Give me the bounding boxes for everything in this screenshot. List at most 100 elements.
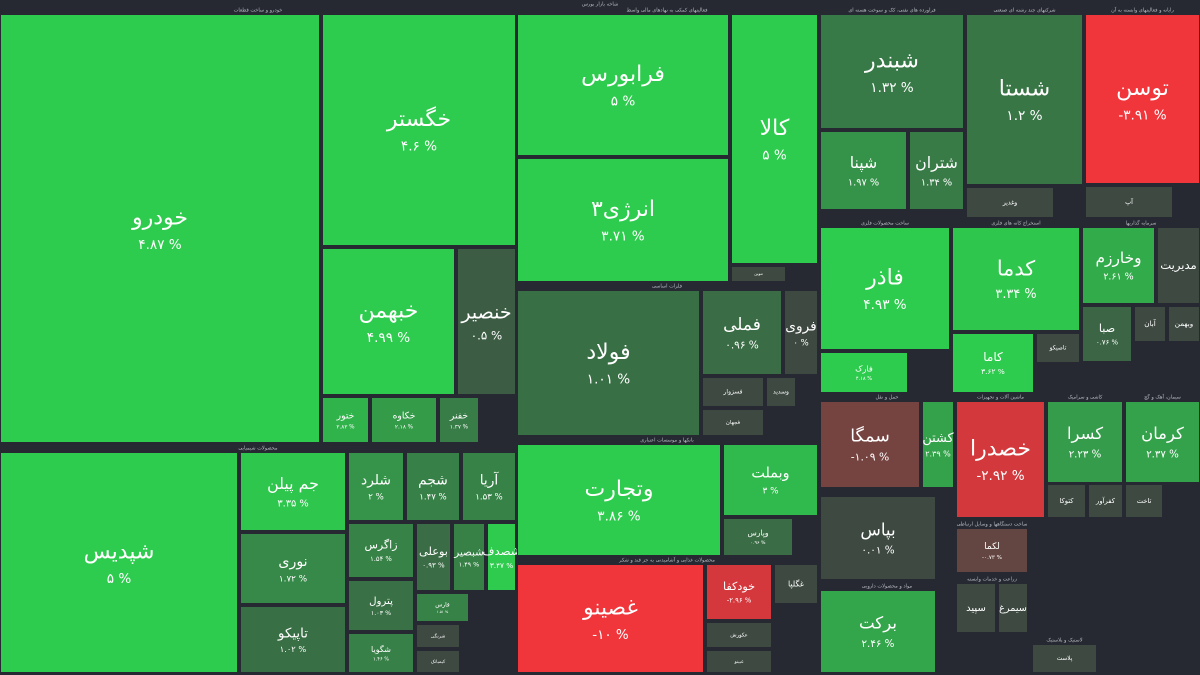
tile-change: ۱.۰۱ % — [587, 372, 631, 388]
tile-name: بپاس — [860, 519, 895, 540]
tile — [966, 187, 1054, 218]
tile-change: ۲.۳۹ % — [925, 450, 951, 459]
sector-title: ماشین آلات و تجهیزات — [977, 394, 1024, 401]
tile-change: -۲.۹۶ % — [727, 596, 752, 604]
tile-name: شپدیس — [84, 540, 155, 565]
tile-name: سمگا — [850, 426, 890, 447]
sector-title: لاستیک و پلاستیک — [1046, 638, 1082, 644]
tile-name: فارک — [855, 363, 873, 373]
tile-name: شرنگی — [431, 633, 446, 640]
tile — [517, 158, 729, 282]
tile-name: آبان — [1144, 318, 1156, 328]
tile-name: غبینو — [734, 660, 745, 665]
tile — [416, 624, 460, 648]
tile-name: خکاوه — [393, 410, 416, 421]
tile-name: فارس — [435, 602, 450, 608]
tile-change: ۱.۴۷ % — [419, 492, 446, 502]
sector-title: فعالیتهای کمکی به نهادهای مالی واسط — [627, 8, 709, 14]
tile — [731, 266, 786, 282]
tile — [1125, 401, 1200, 483]
tile — [1157, 227, 1200, 304]
tile — [784, 290, 818, 375]
tile-change: ۲.۴۶ % — [862, 638, 895, 650]
tile — [998, 583, 1028, 633]
tile-name: وبهمن — [1175, 319, 1193, 328]
tile-name: غگلپا — [788, 579, 804, 589]
tile-change: ۳.۳۴ % — [995, 287, 1036, 302]
tile-change: ۳.۳۵ % — [277, 498, 308, 509]
tile-change: ۵ % — [762, 148, 787, 164]
tile-change: -۲.۹۲ % — [976, 468, 1024, 484]
tile-change: ۰.۹۶ % — [725, 339, 759, 351]
tile-name: شصدف — [482, 544, 520, 558]
tile — [1047, 484, 1086, 518]
tile — [453, 523, 485, 591]
tile — [517, 14, 729, 156]
chart-title: شاخه بازار بورس — [582, 2, 618, 8]
tile-name: زاگرس — [364, 539, 397, 552]
tile — [1036, 333, 1080, 363]
tile — [1125, 484, 1163, 518]
sector-title: بانکها و موسسات اعتباری — [640, 438, 693, 444]
tile — [1134, 306, 1166, 342]
tile — [1088, 484, 1123, 518]
tile — [487, 523, 516, 591]
tile-name: فاذر — [865, 266, 904, 291]
sector-title: رایانه و فعالیتهای وابسته به آن — [1111, 7, 1174, 14]
tile-change: ۳.۶۲ % — [981, 367, 1005, 376]
tile-name: کتوکا — [1059, 497, 1074, 505]
tile-name: خبهمن — [359, 299, 419, 324]
tile-change: ۵ % — [611, 94, 636, 110]
tile-name: ختور — [336, 410, 355, 421]
tile — [457, 248, 516, 395]
tile-name: وخارزم — [1095, 249, 1141, 267]
tile-change: ۴.۶ % — [401, 139, 437, 155]
tile-name: کفرآور — [1095, 496, 1116, 505]
tile-name: تاصیکو — [1049, 345, 1067, 352]
sector-title: استخراج کانه های فلزی — [991, 221, 1040, 227]
tile-name: برکت — [859, 614, 897, 634]
tile-change: ۱.۵۴ % — [370, 555, 392, 563]
tile-name: شستا — [999, 77, 1050, 102]
tile — [439, 397, 479, 443]
tile-name: انرژی۳ — [591, 197, 655, 222]
sector-title: محصولات غذایی و آشامیدنی به جز قند و شکر — [618, 557, 715, 564]
tile-change: ۱.۳۲ % — [870, 80, 914, 96]
tile — [240, 606, 346, 673]
tile-name: شبصیر — [453, 546, 483, 558]
tile — [909, 131, 964, 210]
tile-change: ۲.۲۳ % — [1069, 449, 1102, 460]
tile — [322, 248, 455, 395]
tile-name: وسدید — [773, 389, 789, 396]
tile-name: شتران — [915, 153, 958, 173]
tile — [0, 452, 238, 673]
tile-change: ۱.۹۷ % — [848, 177, 879, 188]
tile — [416, 593, 469, 622]
tile-change: ۲.۸۲ % — [336, 424, 355, 430]
tile-name: خصدرا — [970, 437, 1031, 462]
sector-title: فراورده های نفتی، کک و سوخت هسته ای — [848, 8, 936, 14]
tile — [1085, 186, 1173, 218]
tile-name: غصینو — [582, 596, 638, 621]
tile-change: ۱.۷۲ % — [279, 575, 307, 585]
tile — [702, 377, 764, 407]
tile-change: ۰.۵ % — [471, 328, 502, 342]
tile-name: فروی — [785, 318, 816, 334]
tile-change: ۴.۱۸ % — [856, 376, 872, 382]
sector-title: ساخت دستگاهها و وسایل ارتباطی — [957, 521, 1028, 528]
tile-name: خنصیر — [460, 301, 511, 323]
tile — [820, 590, 936, 673]
tile — [952, 333, 1034, 393]
tile-name: شجم — [418, 472, 448, 488]
tile — [1082, 227, 1155, 304]
tile-change: ۱.۵۱ % — [437, 610, 449, 614]
tile-change: ۰.۹۶ % — [751, 540, 767, 546]
tile — [322, 397, 369, 443]
tile-name: شبندر — [864, 49, 919, 74]
tile-name: وبملت — [751, 466, 789, 482]
tile — [702, 290, 782, 375]
tile-name: مدیریت — [1160, 258, 1197, 273]
tile — [1085, 14, 1200, 184]
tile-name: لکما — [984, 542, 1000, 552]
tile-change: ۰ % — [793, 338, 808, 348]
